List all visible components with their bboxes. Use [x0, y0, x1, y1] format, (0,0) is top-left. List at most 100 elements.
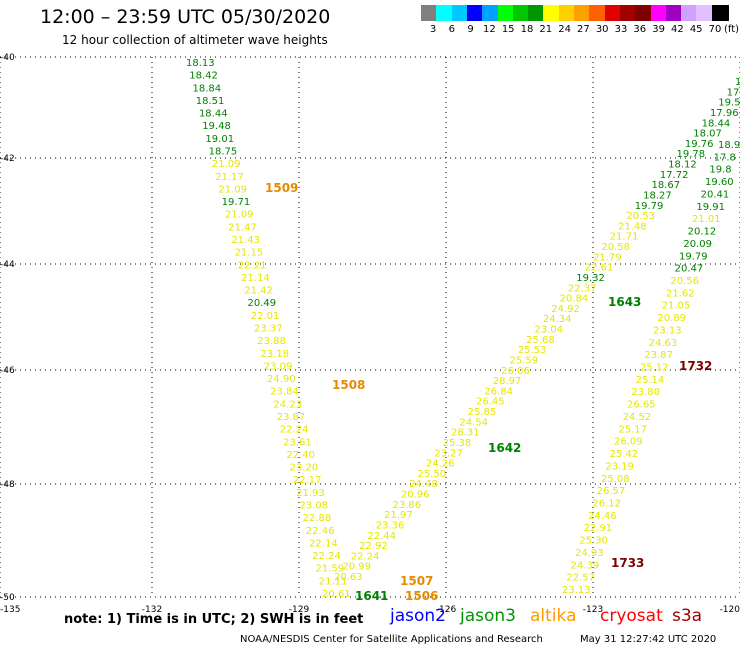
track-a-value: 18.13 [186, 58, 215, 69]
legend-label: 39 [652, 24, 665, 35]
track-a-value: 21.11 [319, 576, 348, 587]
track-a-value: 18.42 [189, 71, 218, 82]
track-b-value: 24.54 [459, 417, 488, 428]
track-b-value: 23.86 [392, 500, 421, 511]
legend-swatch [451, 5, 469, 21]
track-a-time: 1508 [332, 378, 365, 392]
track-b-value: 19.76 [685, 139, 714, 150]
track-b-value: 28.31 [451, 428, 480, 439]
track-b-value: 20.84 [560, 294, 589, 305]
track-a-value: 21.09 [212, 159, 241, 170]
lon-label: -126 [436, 605, 457, 615]
track-b-value: 23.04 [535, 325, 564, 336]
lat-label: -48 [0, 480, 15, 490]
track-a-value: 22.88 [303, 513, 332, 524]
generation-timestamp: May 31 12:27:42 UTC 2020 [580, 634, 717, 645]
track-c-value: 25.42 [610, 449, 639, 460]
track-a-value: 21.09 [218, 184, 247, 195]
track-c-value: 20.56 [670, 276, 699, 287]
track-a-value: 18.75 [209, 147, 238, 158]
track-b-value: 21.48 [618, 221, 647, 232]
track-c-value: 25.14 [636, 375, 665, 386]
legend-label: 24 [558, 24, 571, 35]
legend-label: 70 [708, 24, 722, 35]
track-c-value: 24.63 [649, 338, 678, 349]
track-c-time: 1732 [679, 359, 712, 373]
legend-label: 30 [595, 24, 609, 35]
track-a-value: 22.17 [293, 475, 322, 486]
track-a-value: 18.84 [192, 83, 221, 94]
track-b-value: 22.37 [568, 283, 597, 294]
legend-swatch [589, 5, 607, 21]
track-b-value: 20.58 [601, 242, 630, 253]
legend-swatch [497, 5, 515, 21]
track-a-time: 1507 [400, 574, 433, 588]
track-b-value: 17.72 [660, 170, 689, 181]
track-c-value: 19.79 [679, 251, 708, 262]
legend-swatch [574, 5, 591, 21]
track-c-value: 23.13 [562, 585, 591, 596]
track-c-value: 23.19 [605, 461, 634, 472]
track-b-value: 20.96 [401, 490, 430, 501]
track-a-value: 21.17 [215, 172, 244, 183]
track-c-value: 20.89 [657, 313, 686, 324]
track-c-value: 25.12 [640, 363, 669, 374]
track-b-value: 28.97 [493, 376, 522, 387]
legend-swatch [650, 5, 668, 21]
track-b-value: 22.61 [585, 263, 614, 274]
track-b-value: 21.97 [384, 510, 413, 521]
track-a-value: 24.23 [273, 399, 302, 410]
legend-label: 42 [671, 24, 684, 35]
track-c-value: 24.52 [623, 412, 652, 423]
satellite-label-jason3: jason3 [460, 606, 516, 626]
track-c-value: 26.65 [627, 400, 656, 411]
legend-swatch [711, 5, 729, 21]
track-b-value: 18.67 [651, 180, 680, 191]
legend-label: 33 [614, 24, 628, 35]
track-c-value: 26.09 [614, 437, 643, 448]
track-c-value: 19.91 [696, 202, 725, 213]
lat-label: -50 [0, 593, 15, 603]
track-b-value: 19.56 [718, 98, 740, 109]
track-a-value: 23.18 [260, 349, 289, 360]
track-a-value: 21.93 [296, 488, 325, 499]
legend-label: 36 [633, 24, 647, 35]
legend-swatch [604, 5, 622, 21]
lat-label: -46 [0, 366, 15, 376]
track-c-value: 25.17 [618, 424, 647, 435]
track-b-value: 19.32 [576, 273, 605, 284]
map-subtitle: 12 hour collection of altimeter wave hei… [62, 33, 328, 47]
track-b-value: 22.92 [359, 541, 388, 552]
track-b-value: 19.78 [677, 149, 706, 160]
track-b-value: 18.12 [668, 160, 697, 171]
track-c-value: 20.12 [688, 227, 717, 238]
legend-swatch [543, 5, 561, 21]
track-a-value: 21.43 [231, 235, 260, 246]
track-b-value: 19.79 [635, 201, 664, 212]
track-c-value: 19.8 [709, 165, 731, 176]
track-b-value: 24.34 [543, 314, 572, 325]
track-c-value: 25.08 [601, 474, 630, 485]
track-b-value: 17.8 [727, 87, 740, 98]
track-b-value: 20.63 [334, 572, 363, 583]
track-b-time: 1643 [608, 295, 641, 309]
track-a-value: 22.21 [238, 260, 267, 271]
track-b-value: 24.48 [409, 479, 438, 490]
track-b-time: 1641 [355, 589, 388, 603]
track-b-value: 22.24 [351, 551, 380, 562]
track-a-value: 18.51 [196, 96, 225, 107]
legend-label: 6 [448, 24, 455, 35]
track-a-time: 1506 [405, 589, 438, 603]
satellite-label-cryosat: cryosat [600, 606, 663, 626]
track-a-value: 21.59 [316, 564, 345, 575]
legend-swatch [436, 5, 454, 21]
track-b-time: 1642 [488, 441, 521, 455]
track-c-value: 24.46 [588, 511, 617, 522]
track-a-value: 23.88 [257, 336, 286, 347]
track-a-value: 22.24 [312, 551, 341, 562]
track-c-value: 20.41 [701, 189, 730, 200]
track-c-value: 24.39 [571, 560, 600, 571]
track-a-value: 22.40 [286, 450, 315, 461]
